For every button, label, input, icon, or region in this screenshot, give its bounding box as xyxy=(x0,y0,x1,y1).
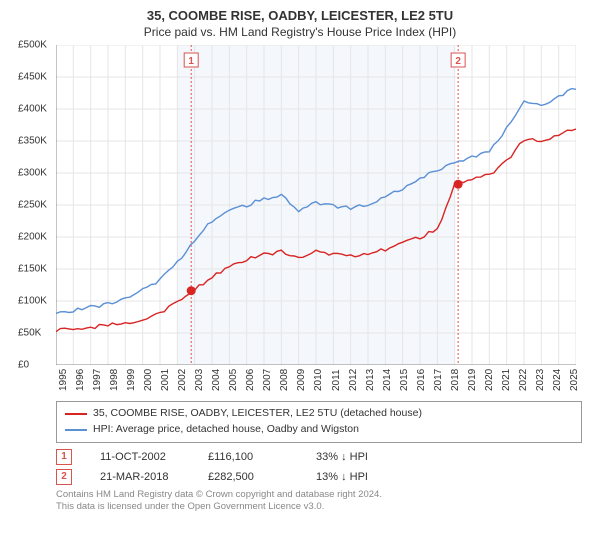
sale-price: £116,100 xyxy=(208,451,288,463)
x-axis-tick-label: 2010 xyxy=(313,369,324,401)
x-axis-tick-label: 2013 xyxy=(365,369,376,401)
sale-date: 11-OCT-2002 xyxy=(100,451,180,463)
x-axis-tick-label: 2014 xyxy=(382,369,393,401)
x-axis-tick-label: 1997 xyxy=(92,369,103,401)
y-axis-tick-label: £250K xyxy=(18,200,47,211)
x-axis-tick-label: 2000 xyxy=(143,369,154,401)
x-axis-tick-label: 1998 xyxy=(109,369,120,401)
attribution-line: This data is licensed under the Open Gov… xyxy=(56,501,582,513)
x-axis-tick-label: 2003 xyxy=(194,369,205,401)
attribution-line: Contains HM Land Registry data © Crown c… xyxy=(56,489,582,501)
x-axis-tick-label: 2004 xyxy=(211,369,222,401)
x-axis-tick-label: 2022 xyxy=(518,369,529,401)
y-axis-tick-label: £300K xyxy=(18,168,47,179)
x-axis-tick-label: 2023 xyxy=(535,369,546,401)
y-axis-tick-label: £50K xyxy=(18,328,41,339)
x-axis-tick-label: 1995 xyxy=(58,369,69,401)
y-axis-tick-label: £500K xyxy=(18,40,47,51)
x-axis-tick-label: 2019 xyxy=(467,369,478,401)
x-axis-tick-label: 2007 xyxy=(262,369,273,401)
chart-area: £0£50K£100K£150K£200K£250K£300K£350K£400… xyxy=(56,45,582,365)
sale-price: £282,500 xyxy=(208,471,288,483)
legend-item: 35, COOMBE RISE, OADBY, LEICESTER, LE2 5… xyxy=(65,406,573,422)
x-axis-tick-label: 2016 xyxy=(416,369,427,401)
legend: 35, COOMBE RISE, OADBY, LEICESTER, LE2 5… xyxy=(56,401,582,443)
chart-title-sub: Price paid vs. HM Land Registry's House … xyxy=(18,25,582,39)
table-row: 1 11-OCT-2002 £116,100 33% ↓ HPI xyxy=(56,449,582,465)
legend-swatch xyxy=(65,429,87,431)
x-axis-tick-label: 2008 xyxy=(279,369,290,401)
sale-delta: 13% ↓ HPI xyxy=(316,471,396,483)
x-axis-tick-label: 2002 xyxy=(177,369,188,401)
sale-delta: 33% ↓ HPI xyxy=(316,451,396,463)
x-axis-tick-label: 2020 xyxy=(484,369,495,401)
sale-marker-icon: 2 xyxy=(56,469,72,485)
legend-label: HPI: Average price, detached house, Oadb… xyxy=(93,422,359,438)
x-axis-tick-label: 1999 xyxy=(126,369,137,401)
x-axis-tick-label: 2011 xyxy=(331,369,342,401)
sale-marker-icon: 1 xyxy=(56,449,72,465)
legend-item: HPI: Average price, detached house, Oadb… xyxy=(65,422,573,438)
y-axis-tick-label: £150K xyxy=(18,264,47,275)
x-axis-tick-label: 2021 xyxy=(501,369,512,401)
y-axis-tick-label: £200K xyxy=(18,232,47,243)
legend-swatch xyxy=(65,413,87,415)
x-axis-tick-label: 2005 xyxy=(228,369,239,401)
sale-date: 21-MAR-2018 xyxy=(100,471,180,483)
svg-text:1: 1 xyxy=(188,56,194,67)
svg-text:2: 2 xyxy=(455,56,461,67)
x-axis-labels: 1995 1996 1997 1998 1999 2000 2001 2002 2003 2004… xyxy=(56,369,582,401)
line-chart-svg: 12 xyxy=(56,45,576,365)
y-axis-tick-label: £450K xyxy=(18,72,47,83)
x-axis-tick-label: 2001 xyxy=(160,369,171,401)
y-axis-tick-label: £100K xyxy=(18,296,47,307)
table-row: 2 21-MAR-2018 £282,500 13% ↓ HPI xyxy=(56,469,582,485)
x-axis-tick-label: 2015 xyxy=(399,369,410,401)
attribution: Contains HM Land Registry data © Crown c… xyxy=(56,489,582,514)
sales-table: 1 11-OCT-2002 £116,100 33% ↓ HPI 2 21-MA… xyxy=(56,449,582,485)
x-axis-tick-label: 2017 xyxy=(433,369,444,401)
y-axis-tick-label: £0 xyxy=(18,360,29,371)
x-axis-tick-label: 1996 xyxy=(75,369,86,401)
legend-label: 35, COOMBE RISE, OADBY, LEICESTER, LE2 5… xyxy=(93,406,422,422)
y-axis-tick-label: £350K xyxy=(18,136,47,147)
x-axis-tick-label: 2024 xyxy=(552,369,563,401)
x-axis-tick-label: 2012 xyxy=(348,369,359,401)
x-axis-tick-label: 2009 xyxy=(296,369,307,401)
chart-title-main: 35, COOMBE RISE, OADBY, LEICESTER, LE2 5… xyxy=(18,8,582,23)
y-axis-tick-label: £400K xyxy=(18,104,47,115)
x-axis-tick-label: 2018 xyxy=(450,369,461,401)
x-axis-tick-label: 2025 xyxy=(569,369,580,401)
x-axis-tick-label: 2006 xyxy=(245,369,256,401)
